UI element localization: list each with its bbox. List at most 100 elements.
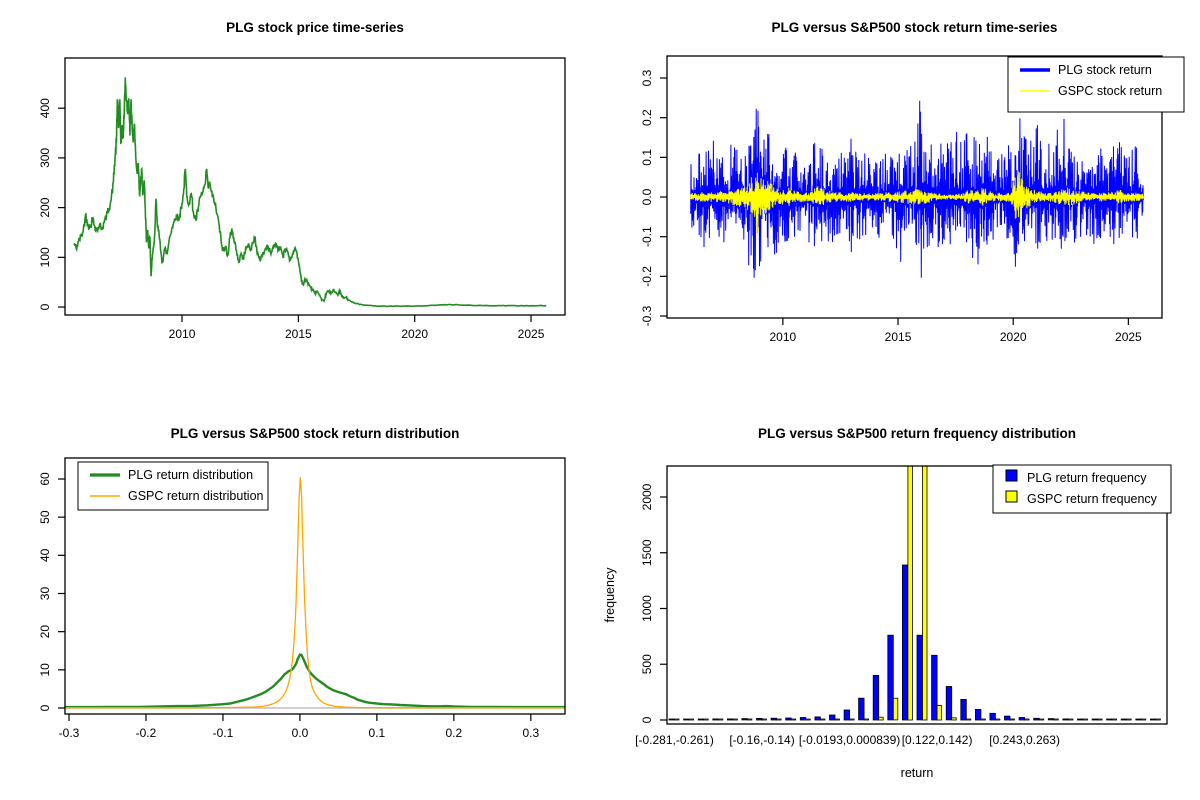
y-tick-label: 0: [38, 704, 52, 711]
y-tick-label: 500: [640, 654, 654, 674]
series-plg-stock-price: [73, 77, 547, 308]
bar-gspc: [994, 718, 1001, 721]
x-tick-label: 2010: [770, 330, 797, 344]
bar-gspc: [1038, 718, 1045, 721]
bar-plg: [683, 718, 690, 721]
bar-plg: [1018, 717, 1026, 721]
bar-plg: [1106, 718, 1113, 721]
x-tick-label: 0.2: [446, 726, 463, 740]
bar-plg: [697, 718, 705, 721]
x-tick-label: -0.2: [136, 726, 157, 740]
bar-gspc: [965, 718, 972, 721]
legend-label: PLG return frequency: [1027, 471, 1147, 485]
bar-plg: [1033, 717, 1040, 721]
bar-plg: [931, 654, 938, 721]
bar-plg: [960, 698, 967, 721]
bar-gspc: [849, 718, 855, 721]
legend-label: GSPC return distribution: [128, 489, 264, 503]
bar-plg: [974, 708, 982, 721]
figure-plg-price: 2010 2015 2020 2025 0 100 200 300 400 PLG stock …: [0, 0, 600, 400]
bar-plg: [843, 709, 851, 721]
y-tick-label: -0.3: [640, 305, 654, 326]
bar-plg: [901, 564, 909, 721]
y-tick-label: 0.2: [640, 109, 654, 126]
bar-plg: [1047, 718, 1055, 721]
bar-gspc: [951, 717, 957, 721]
bin-label: [-0.281,-0.261): [635, 733, 714, 747]
legend-box-swatch: [1005, 490, 1018, 503]
bar-gspc: [1097, 718, 1103, 721]
bar-plg: [668, 718, 675, 721]
return-frequency-chart: [-0.281,-0.261) [-0.16,-0.14) [-0.0193,0.0…: [603, 464, 1172, 780]
x-tick-label: 2020: [401, 327, 428, 341]
x-tick-label: -0.1: [213, 726, 234, 740]
bar-plg: [858, 697, 865, 721]
x-tick-label: 2025: [1115, 330, 1142, 344]
bar-plg: [712, 718, 719, 721]
bar-plg: [741, 718, 748, 721]
bin-label: [0.122,0.142): [902, 733, 973, 747]
y-tick-label: -0.1: [640, 226, 654, 247]
y-tick-label: 1500: [640, 539, 654, 566]
y-tick-label: 1000: [640, 595, 654, 622]
bar-gspc: [1111, 718, 1117, 721]
bar-gspc: [761, 718, 767, 721]
figure-return-frequency: [-0.281,-0.261) [-0.16,-0.14) [-0.0193,0.0…: [600, 400, 1200, 800]
y-tick-label: 30: [38, 587, 52, 601]
y-tick-label: 200: [38, 197, 52, 217]
legend-box: [1007, 56, 1185, 113]
x-tick-label: 0.0: [292, 726, 309, 740]
bar-plg: [1091, 718, 1099, 721]
chart-title-frequency: PLG versus S&P500 return frequency distr…: [757, 426, 1077, 441]
y-tick-label: 20: [38, 625, 52, 639]
legend-label: GSPC stock return: [1058, 84, 1162, 98]
series-plg-return-distribution: [65, 653, 565, 709]
figure-return-distribution: -0.3 -0.2 -0.1 0.0 0.1 0.2 0.3 0 10 20 30 40 50 60 PLG…: [0, 400, 600, 800]
plot-box: [64, 57, 566, 316]
bar-plg: [814, 716, 821, 721]
y-tick-label: -0.2: [640, 266, 654, 287]
bar-gspc: [863, 718, 870, 721]
bar-plg: [916, 634, 923, 721]
chart-title-price: PLG stock price time-series: [226, 20, 404, 35]
legend-box: [77, 461, 269, 511]
bar-plg: [1150, 718, 1157, 721]
y-tick-label: 300: [38, 148, 52, 168]
bar-gspc: [1053, 718, 1059, 721]
y-tick-label: 50: [38, 510, 52, 524]
figure-return-timeseries: 2010 2015 2020 2025 -0.3 -0.2 -0.1 0.0 0.1 0.2 0.3…: [600, 0, 1200, 400]
plg-price-chart: 2010 2015 2020 2025 0 100 200 300 400: [38, 57, 566, 341]
bar-gspc: [980, 718, 986, 721]
bar-gspc: [717, 718, 724, 721]
y-axis-label: frequency: [603, 567, 617, 623]
y-tick-label: 0: [38, 303, 52, 310]
y-tick-label: 60: [38, 472, 52, 486]
return-distribution-chart: -0.3 -0.2 -0.1 0.0 0.1 0.2 0.3 0 10 20 30 40 50 60 PLG…: [38, 457, 566, 740]
bar-gspc: [834, 718, 840, 721]
legend-label: PLG return distribution: [128, 468, 253, 482]
bar-gspc: [1126, 718, 1132, 721]
x-tick-label: 2010: [169, 327, 196, 341]
bin-label: [-0.0193,0.000839): [799, 733, 900, 747]
bar-gspc: [819, 718, 826, 721]
bar-plg: [1004, 715, 1011, 721]
legend-box: [992, 464, 1172, 514]
x-tick-label: 0.3: [522, 726, 539, 740]
bar-plg: [1135, 718, 1142, 721]
y-tick-label: 0.0: [640, 188, 654, 205]
bar-gspc: [703, 718, 709, 721]
chart-title-returns: PLG versus S&P500 stock return time-seri…: [771, 20, 1058, 35]
bar-plg: [770, 717, 778, 721]
bar-gspc: [1082, 718, 1088, 721]
series-gspc-return-distribution: [65, 477, 565, 709]
y-tick-label: 0: [640, 716, 654, 723]
chart-title-density: PLG versus S&P500 stock return distribut…: [170, 426, 460, 441]
bar-plg: [1077, 718, 1084, 721]
bar-gspc: [1140, 718, 1147, 721]
y-tick-label: 0.1: [640, 149, 654, 166]
bar-plg: [756, 717, 763, 721]
y-tick-label: 40: [38, 548, 52, 562]
x-tick-label: 2015: [885, 330, 912, 344]
bar-gspc: [732, 718, 738, 721]
